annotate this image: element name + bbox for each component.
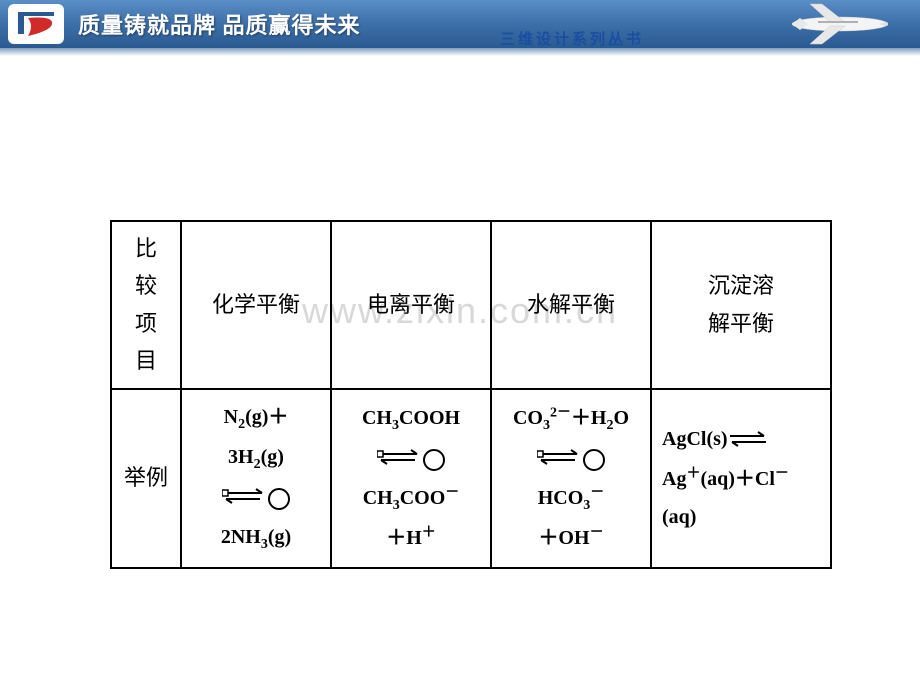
airplane-icon (760, 0, 900, 54)
blank-circle-icon (423, 449, 445, 471)
table-header-row: 比较项目 化学平衡 电离平衡 水解平衡 沉淀溶解平衡 (111, 221, 831, 389)
equilibrium-icon (728, 422, 768, 460)
col-header-hydrolysis: 水解平衡 (491, 221, 651, 389)
col-header-chemical: 化学平衡 (181, 221, 331, 389)
equilibrium-icon (377, 441, 421, 479)
logo-icon (14, 8, 58, 40)
example-chemical: N2(g)＋ 3H2(g) 2NH3(g) (181, 389, 331, 568)
row-header-label: 比较项目 (111, 221, 181, 389)
table-example-row: 举例 N2(g)＋ 3H2(g) 2NH3(g) CH3COO (111, 389, 831, 568)
blank-circle-icon (583, 449, 605, 471)
equilibrium-icon (537, 441, 581, 479)
header-banner: 质量铸就品牌 品质赢得未来 三维设计系列丛书 (0, 0, 920, 48)
example-ionization: CH3COOH CH3COO－ ＋H＋ (331, 389, 491, 568)
row-example-label: 举例 (111, 389, 181, 568)
equilibrium-icon (222, 480, 266, 518)
col-header-precipitation: 沉淀溶解平衡 (651, 221, 831, 389)
logo (8, 4, 64, 44)
blank-circle-icon (268, 488, 290, 510)
comparison-table: 比较项目 化学平衡 电离平衡 水解平衡 沉淀溶解平衡 举例 N2(g)＋ 3H2… (110, 220, 832, 569)
example-precipitation: AgCl(s) Ag＋(aq)＋Cl－ (aq) (651, 389, 831, 568)
series-text: 三维设计系列丛书 (500, 28, 644, 49)
slogan-text: 质量铸就品牌 品质赢得未来 (78, 8, 361, 40)
col-header-ionization: 电离平衡 (331, 221, 491, 389)
example-hydrolysis: CO32－＋H2O HCO3－ ＋OH－ (491, 389, 651, 568)
